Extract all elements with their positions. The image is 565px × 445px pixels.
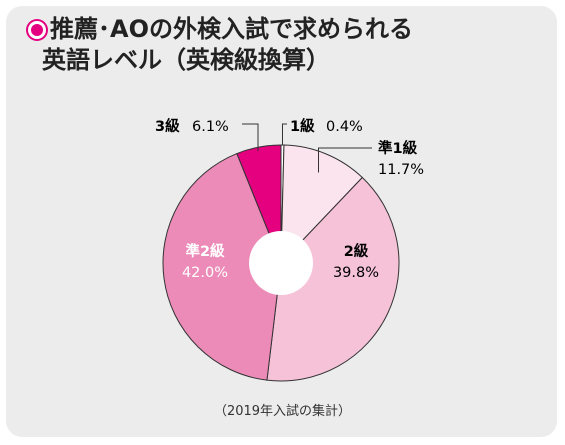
footnote: （2019年入試の集計） [213,404,352,419]
label-jun1kyu-name: 準1級 [378,139,418,157]
label-jun1kyu-value: 11.7% [378,162,424,178]
label-2kyu-value: 39.8% [333,265,379,281]
slice-3 [162,152,282,381]
title-line-1: 推薦･AOの外検入試で求められる [50,15,413,43]
label-1kyu-name: 1級 [290,117,315,135]
label-3kyu-value: 6.1% [192,119,229,135]
label-jun2kyu-value: 42.0% [182,265,228,281]
title-line-2: 英語レベル（英検級換算） [42,46,330,74]
slice-2 [266,176,400,382]
slice-1 [280,144,364,265]
label-3kyu-name: 3級 [155,117,180,135]
label-1kyu-value: 0.4% [326,119,363,135]
label-2kyu-name: 2級 [344,242,369,260]
leader-1kyu [281,123,287,146]
chart-title: 推薦･AOの外検入試で求められる 英語レベル（英検級換算） [28,14,413,76]
leader-jun1kyu [318,147,372,173]
donut-hole [249,231,313,295]
label-jun2kyu-name: 準2級 [185,242,225,260]
bullet-icon [28,21,46,39]
leader-3kyu [242,123,259,152]
